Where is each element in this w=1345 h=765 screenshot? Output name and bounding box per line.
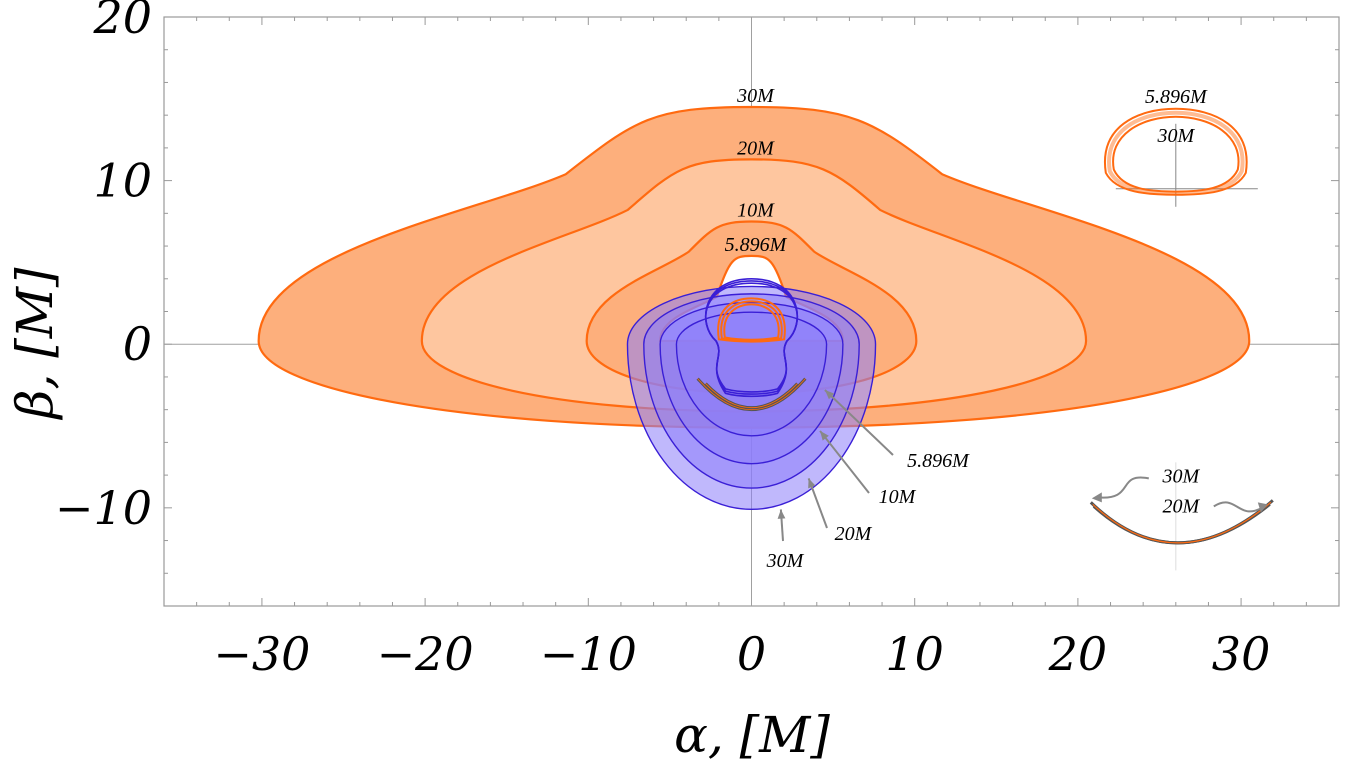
- x-tick-label: −30: [213, 627, 310, 681]
- x-axis-title: α, [M]: [674, 706, 830, 764]
- y-tick-label: 0: [123, 317, 152, 371]
- y-tick-label: 20: [92, 0, 152, 44]
- annotation-arrow: [824, 389, 894, 456]
- x-tick-label: −10: [540, 627, 637, 681]
- inset-arrow: [1097, 476, 1149, 499]
- x-tick-label: 10: [885, 627, 944, 681]
- insets: 5.896M 30M 30M 20M: [1089, 86, 1274, 571]
- x-tick-label: 20: [1048, 627, 1108, 681]
- blue-ring-label: 5.896M: [907, 450, 970, 472]
- orange-ring-label: 30M: [736, 85, 775, 107]
- annotation-arrow: [819, 430, 870, 494]
- y-axis-title: β, [M]: [6, 267, 64, 420]
- orange-inner-image: [723, 303, 780, 341]
- orange-ring-label: 5.896M: [725, 234, 788, 256]
- y-tick-label: 10: [93, 154, 152, 208]
- blue-rings: [626, 285, 877, 511]
- x-tick-label: 30: [1212, 627, 1271, 681]
- blue-ring-label: 10M: [879, 486, 917, 508]
- orange-ring-label: 20M: [737, 137, 775, 159]
- x-tick-label: −20: [377, 627, 474, 681]
- ring-labels: 30M 20M 10M 5.896M 5.896M 10M 20M 30M: [725, 85, 971, 572]
- inset-arrowhead: [1257, 502, 1268, 513]
- annotation-arrowhead: [808, 478, 816, 489]
- inset-arrowhead: [1091, 492, 1102, 503]
- inset-orange-ring: [1112, 115, 1240, 193]
- inset-label: 30M: [1161, 465, 1200, 487]
- x-tick-label: 0: [737, 627, 766, 681]
- y-tick-label: −10: [55, 481, 152, 535]
- orange-ring-label: 10M: [737, 200, 775, 222]
- blue-ring-label: 30M: [766, 550, 805, 572]
- inset-label: 5.896M: [1145, 86, 1208, 108]
- inset-arrow: [1213, 501, 1262, 513]
- annotation-arrowhead: [777, 509, 786, 519]
- inset-orange-core: [1092, 501, 1272, 544]
- inner-details: [696, 277, 807, 411]
- inset-label: 30M: [1156, 125, 1195, 147]
- annotation-arrowhead: [820, 430, 829, 441]
- inset-orange-ring: [1107, 110, 1245, 196]
- gray-arc-core: [697, 378, 806, 410]
- blue-ring-5.896M: [675, 311, 828, 437]
- blue-ring-label: 20M: [835, 523, 873, 545]
- tick-labels: −30 −20 −10 0 10 20 30 −10 0 10 20: [55, 0, 1270, 681]
- inset-orange-ring: [1103, 107, 1248, 196]
- blue-shadow-curve: [704, 282, 799, 393]
- inset-label: 20M: [1162, 495, 1200, 517]
- gray-arc-core: [705, 383, 798, 408]
- annotation-arrowhead: [824, 390, 835, 400]
